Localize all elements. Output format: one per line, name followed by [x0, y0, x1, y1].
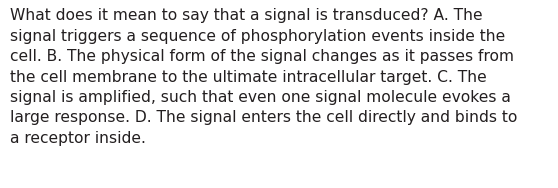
- Text: What does it mean to say that a signal is transduced? A. The
signal triggers a s: What does it mean to say that a signal i…: [10, 8, 517, 146]
